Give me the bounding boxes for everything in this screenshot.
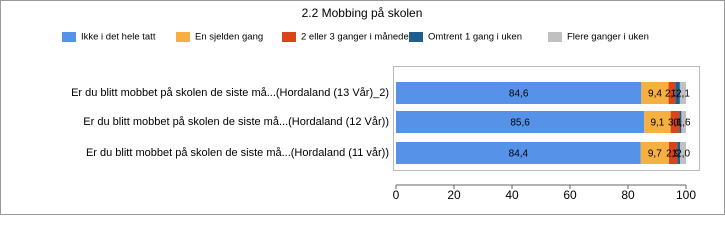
bar-segment bbox=[668, 142, 678, 164]
value-label: 84,4 bbox=[509, 149, 529, 160]
legend-swatch bbox=[548, 32, 562, 42]
value-label: 1,6 bbox=[677, 118, 691, 129]
legend-label: En sjelden gang bbox=[195, 32, 263, 43]
bar-segment bbox=[396, 111, 645, 133]
value-label: 3,0 bbox=[668, 118, 682, 129]
value-label: 9,4 bbox=[648, 89, 662, 100]
bar-segment bbox=[640, 142, 669, 164]
value-label: 2,0 bbox=[676, 149, 690, 160]
value-label: 9,7 bbox=[648, 149, 662, 160]
y-tick-label: Er du blitt mobbet på skolen de siste må… bbox=[71, 87, 389, 99]
y-tick-label: Er du blitt mobbet på skolen de siste må… bbox=[83, 116, 389, 128]
value-label: 2,1 bbox=[676, 89, 690, 100]
x-tick-label: 100 bbox=[676, 188, 696, 202]
bar-segment bbox=[681, 111, 686, 133]
value-label: 0,7 bbox=[673, 118, 687, 129]
chart: 2.2 Mobbing på skolen Ikke i det hele ta… bbox=[0, 0, 725, 215]
value-label: 1,6 bbox=[671, 89, 685, 100]
bar-segment bbox=[677, 142, 681, 164]
y-tick-label: Er du blitt mobbet på skolen de siste må… bbox=[86, 147, 389, 159]
x-tick-label: 80 bbox=[621, 188, 635, 202]
legend-swatch bbox=[282, 32, 296, 42]
legend-swatch bbox=[176, 32, 190, 42]
bar-segment bbox=[644, 111, 671, 133]
chart-title: 2.2 Mobbing på skolen bbox=[302, 6, 423, 20]
value-label: 9,1 bbox=[650, 118, 664, 129]
x-tick-label: 0 bbox=[393, 188, 400, 202]
bar-segment bbox=[396, 82, 642, 104]
value-label: 2,3 bbox=[665, 89, 679, 100]
value-label: 85,6 bbox=[510, 118, 530, 129]
x-tick-label: 60 bbox=[563, 188, 577, 202]
legend-label: 2 eller 3 ganger i måneden bbox=[301, 32, 414, 43]
bar-segment bbox=[670, 111, 680, 133]
value-label: 1,0 bbox=[672, 149, 686, 160]
legend-label: Omtrent 1 gang i uken bbox=[428, 32, 522, 43]
x-tick-label: 20 bbox=[447, 188, 461, 202]
legend-swatch bbox=[62, 32, 76, 42]
value-label: 84,6 bbox=[509, 89, 529, 100]
bar-segment bbox=[396, 142, 641, 164]
bar-segment bbox=[679, 111, 682, 133]
bar-segment bbox=[668, 82, 676, 104]
bar-segment bbox=[675, 82, 680, 104]
value-label: 2,9 bbox=[666, 149, 680, 160]
bar-segment bbox=[641, 82, 669, 104]
x-tick-label: 40 bbox=[505, 188, 519, 202]
bar-segment bbox=[679, 82, 686, 104]
bar-segment bbox=[680, 142, 686, 164]
legend-swatch bbox=[409, 32, 423, 42]
legend-label: Flere ganger i uken bbox=[567, 32, 649, 43]
legend-label: Ikke i det hele tatt bbox=[81, 32, 156, 43]
